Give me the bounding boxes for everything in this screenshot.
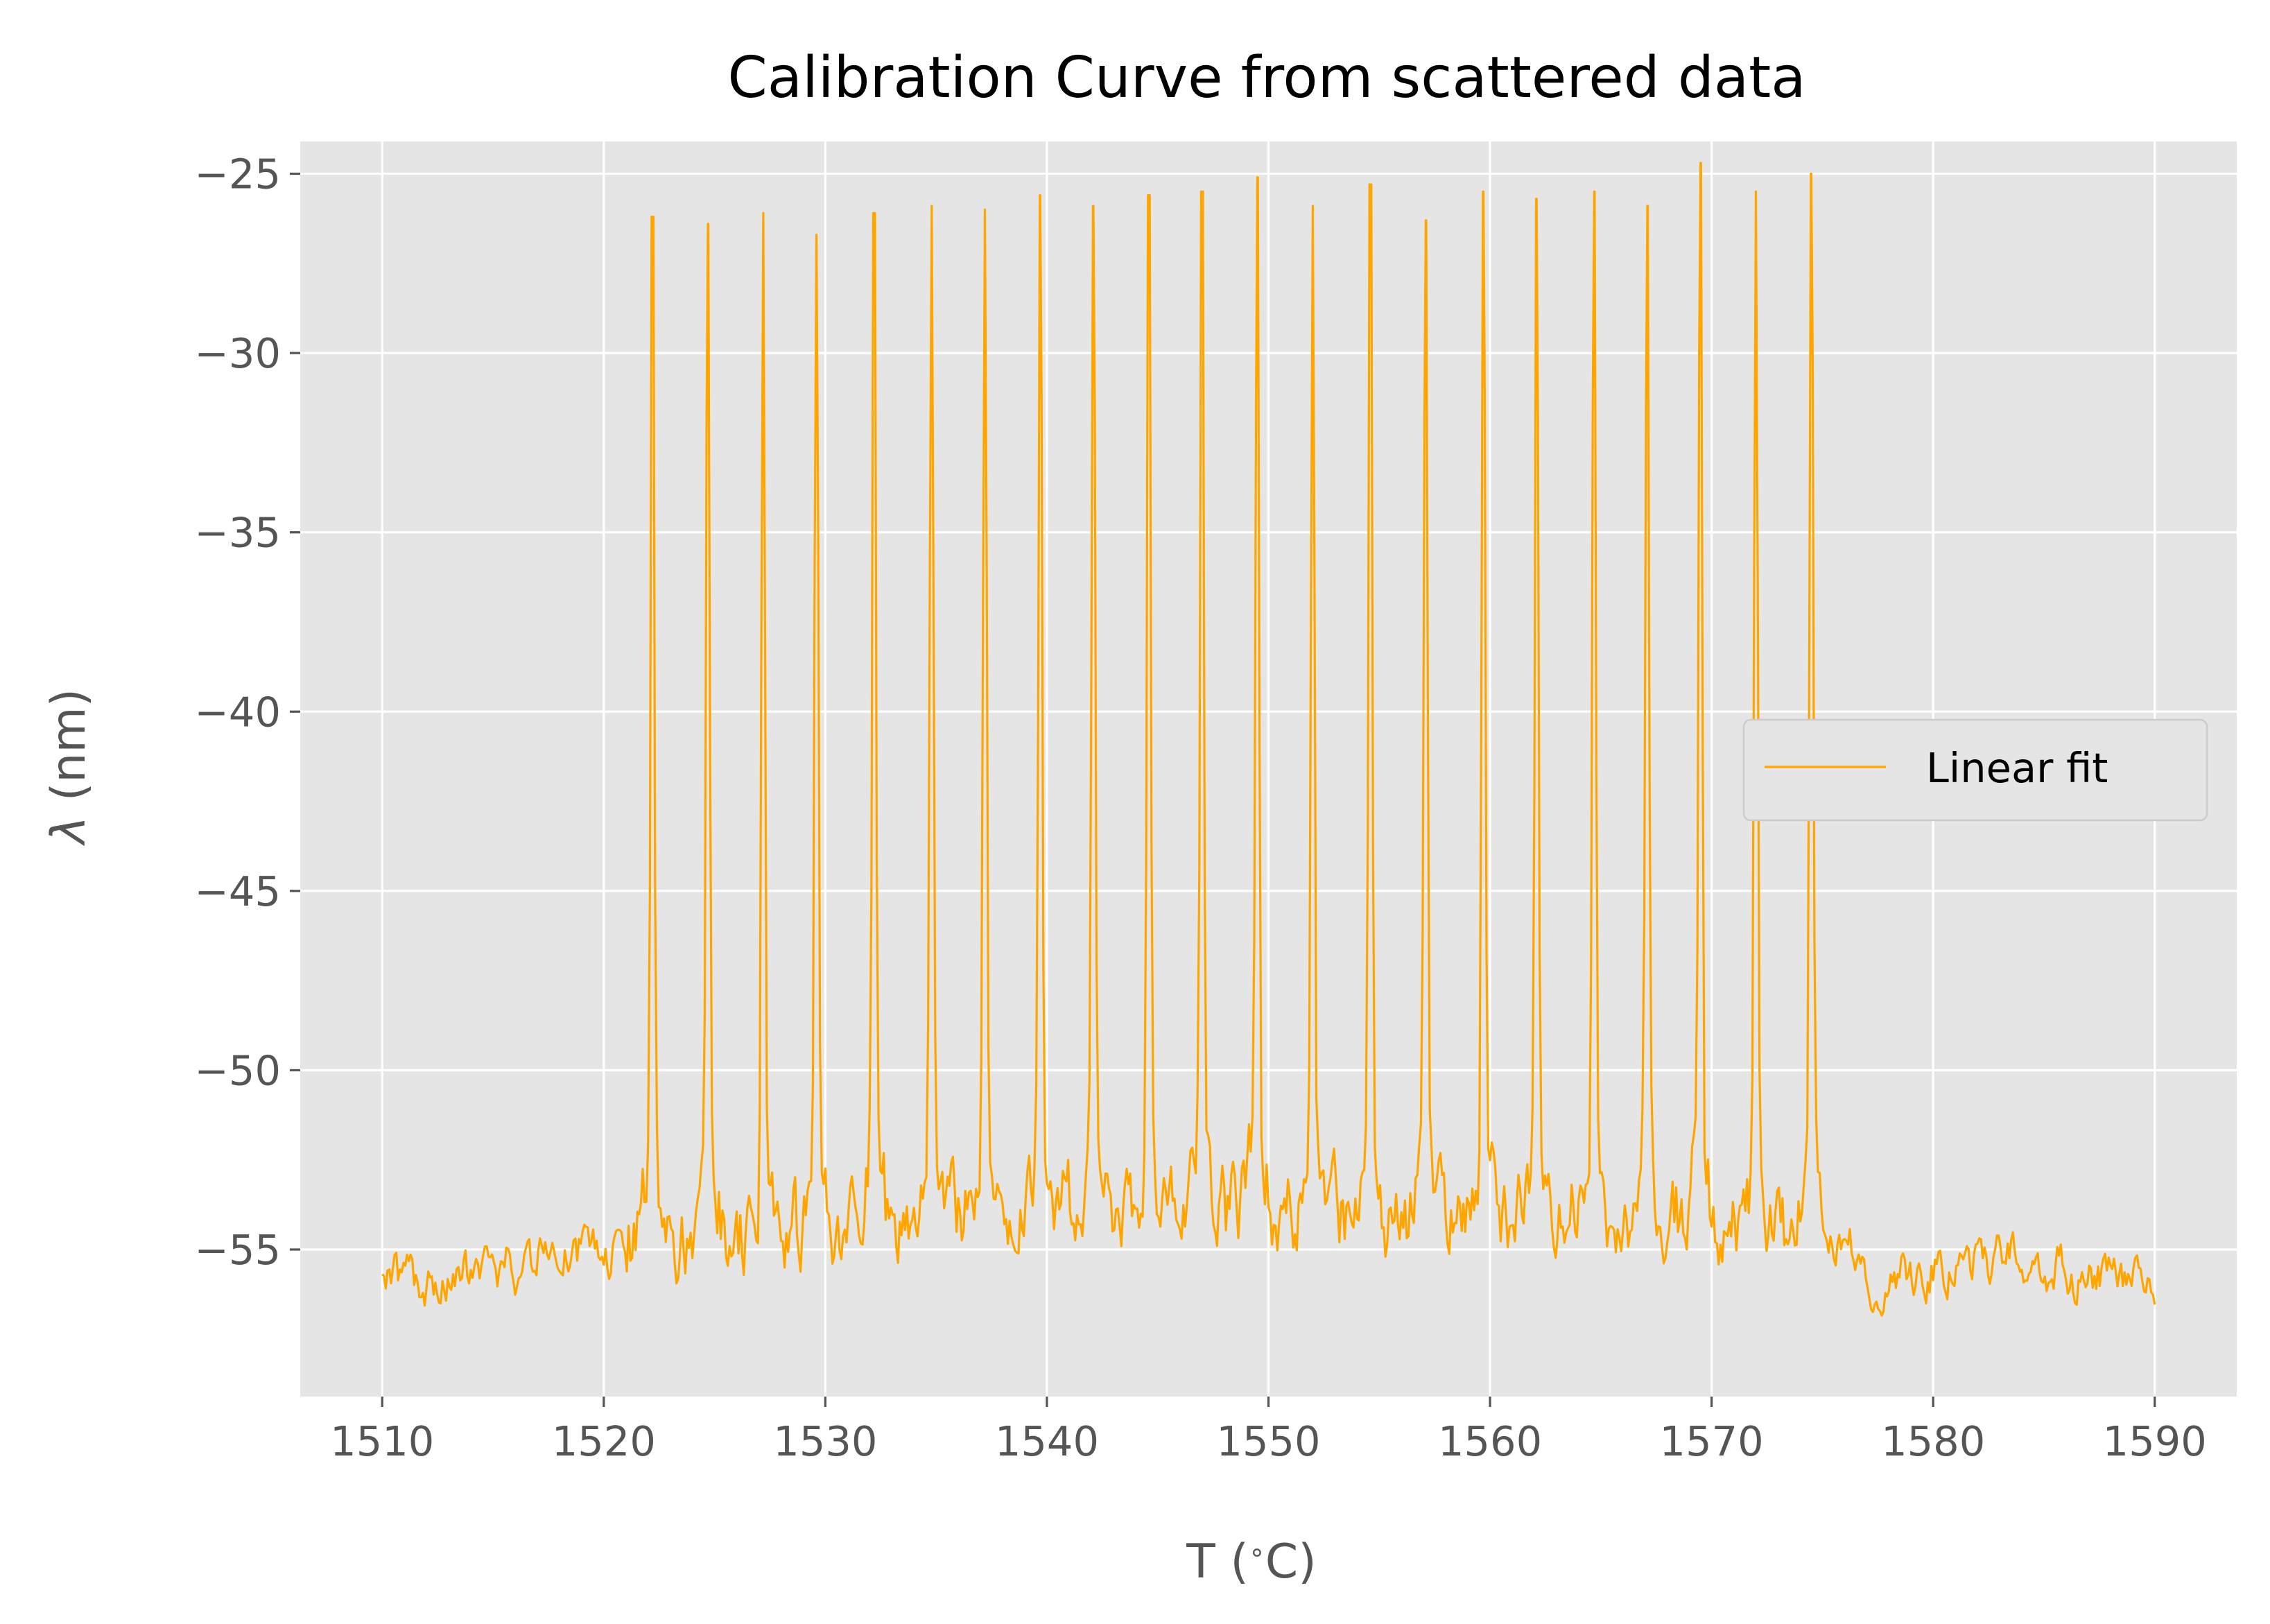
x-tick-label: 1570 [1660, 1417, 1764, 1465]
x-tick-label: 1580 [1881, 1417, 1985, 1465]
y-tick-label: −50 [194, 1046, 281, 1094]
x-tick-label: 1550 [1216, 1417, 1320, 1465]
x-axis-label-text: T ( [1186, 1535, 1249, 1589]
x-axis-label-unit: C) [1265, 1535, 1317, 1589]
series-layer [381, 162, 2156, 1317]
legend: Linear fit [1742, 718, 2208, 822]
x-tick-label: 1530 [773, 1417, 877, 1465]
chart-title: Calibration Curve from scattered data [727, 45, 1805, 111]
legend-label-linear-fit: Linear fit [1926, 744, 2108, 792]
y-tick-label: −35 [194, 509, 281, 557]
y-axis-label: λ (nm) [42, 689, 96, 846]
y-tick-label: −45 [194, 867, 281, 915]
y-axis-label-symbol: λ [42, 816, 96, 846]
x-tick-label: 1540 [995, 1417, 1099, 1465]
series-line-linear-fit [381, 162, 2156, 1317]
x-axis-label-degree: ∘ [1249, 1537, 1265, 1567]
y-tick-label: −55 [194, 1226, 281, 1274]
y-tick-label: −25 [194, 150, 281, 198]
y-axis-label-unit: (nm) [42, 689, 96, 816]
axis-ticks: 1510 1520 1530 1540 1550 1560 1570 1580 1590 −55 −… [194, 150, 2206, 1465]
y-tick-label: −30 [194, 329, 281, 377]
y-tick-label: −40 [194, 688, 281, 736]
legend-box [1742, 718, 2208, 822]
x-tick-label: 1510 [330, 1417, 434, 1465]
x-axis-label: T (∘C) [1186, 1535, 1317, 1589]
x-tick-label: 1520 [552, 1417, 656, 1465]
x-tick-label: 1590 [2103, 1417, 2207, 1465]
x-tick-label: 1560 [1438, 1417, 1542, 1465]
